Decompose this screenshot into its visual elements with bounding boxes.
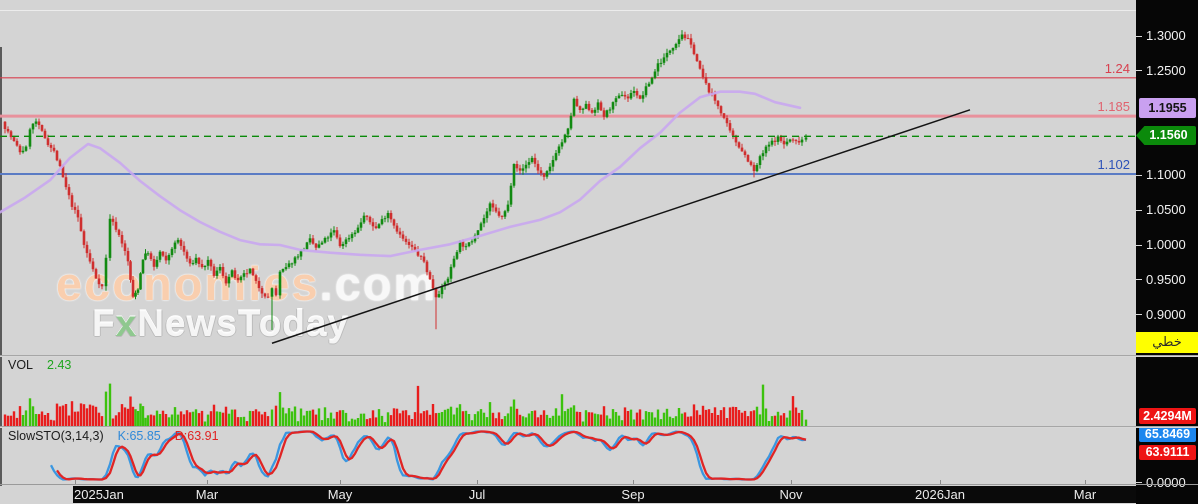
time-axis-label: Mar [195,487,219,502]
time-axis-label: 2026Jan [915,487,965,502]
slowsto-label: SlowSTO(3,14,3) [8,429,104,443]
price-axis-tick [1136,279,1142,281]
panel-separator [0,484,1198,485]
moving-average-line [0,90,802,258]
price-axis-tick [1136,314,1142,316]
time-axis-tickmark [1085,480,1086,485]
scale-type-badge[interactable]: خطي [1136,332,1198,353]
price-axis-label: 1.1000 [1146,167,1186,183]
price-axis-tick [1136,482,1142,483]
time-axis-label: Nov [779,487,803,502]
time-axis-label: Mar [1073,487,1097,502]
watermark-domain-suffix: .com [319,257,438,310]
watermark-x: x [115,303,138,344]
price-axis-label: 1.2500 [1146,62,1186,78]
watermark-fxnewstoday: FxNewsToday [92,303,349,345]
time-axis-tickmark [340,480,341,485]
slowsto-d-line [56,430,807,481]
time-axis[interactable]: 2025Jan Mar May Jul Sep Nov 2026Jan Mar [0,486,1198,504]
slowsto-panel-canvas[interactable] [0,428,1136,484]
slowsto-k-badge: 65.8469 [1139,427,1196,442]
price-chart-canvas[interactable] [0,0,1136,355]
level-lines [0,77,1136,175]
panel-separator[interactable] [0,355,1198,357]
price-axis-tick [1136,174,1142,176]
volume-bars [3,383,808,426]
price-axis-label: 0.9000 [1146,306,1186,322]
slowsto-panel-header: SlowSTO(3,14,3) K:65.85 D:63.91 [8,429,233,443]
price-axis-tick [1136,70,1142,72]
price-axis[interactable]: 1.1955 1.1560 خطي 2.4294M 65.8469 63.911… [1136,0,1198,504]
price-axis-tick [1136,209,1142,211]
trendline[interactable] [271,109,971,344]
volume-value-badge: 2.4294M [1139,408,1196,424]
left-border-line [0,47,2,486]
level-label: 1.185 [1097,99,1130,115]
time-axis-label: Sep [621,487,645,502]
time-axis-tickmark [477,480,478,485]
time-axis-tickmark [75,480,76,485]
volume-label: VOL [8,358,34,372]
candles-layer [3,30,808,330]
price-axis-tick [1136,244,1142,246]
panel-separator[interactable] [0,426,1198,428]
slowsto-d-badge: 63.9111 [1139,445,1196,460]
price-axis-label: 1.0500 [1146,202,1186,218]
volume-value: 2.43 [47,358,72,372]
slowsto-k-value: K:65.85 [117,429,161,443]
time-axis-label: 2025Jan [74,487,124,502]
watermark-newstoday: NewsToday [137,303,350,344]
volume-panel-canvas[interactable] [0,357,1136,426]
time-axis-tickmark [207,480,208,485]
current-price-badge: 1.1560 [1136,126,1196,145]
price-axis-label: 0.9500 [1146,271,1186,287]
price-axis-label: 1.3000 [1146,28,1186,43]
time-axis-label: Jul [468,487,486,502]
price-axis-tick [1136,35,1142,37]
ma-value-badge: 1.1955 [1139,98,1196,118]
time-axis-label: May [327,487,353,502]
time-axis-tickmark [633,480,634,485]
watermark-f: F [92,303,116,344]
top-border-line [0,10,1136,11]
time-axis-tickmark [940,480,941,485]
level-label: 1.102 [1097,156,1130,172]
level-label: 1.24 [1104,60,1130,76]
time-axis-strip[interactable]: 2025Jan Mar May Jul Sep Nov 2026Jan Mar [73,486,1136,503]
price-axis-label: 1.0000 [1146,237,1186,252]
slowsto-d-value: D:63.91 [174,429,219,443]
oscillator-zero-label: 0.0000 [1146,475,1186,490]
time-axis-tickmark [791,480,792,485]
volume-panel-header: VOL 2.43 [8,358,85,372]
